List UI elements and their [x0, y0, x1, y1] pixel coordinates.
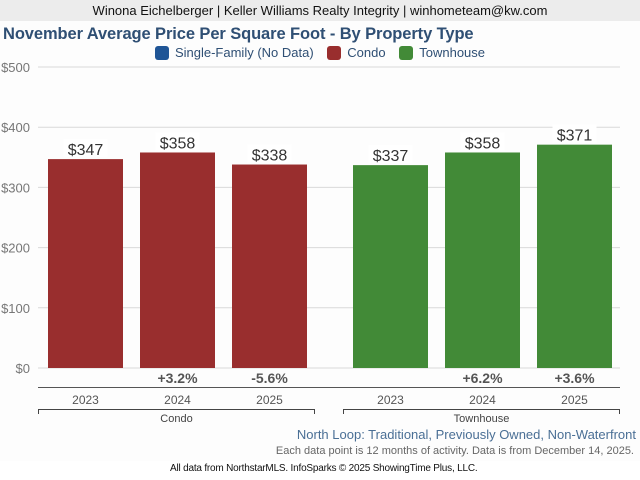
legend-swatch-condo — [327, 45, 342, 60]
area-filter-note: North Loop: Traditional, Previously Owne… — [296, 427, 636, 442]
change-label: +3.2% — [157, 370, 198, 386]
legend-swatch-townhouse — [399, 45, 414, 60]
data-label-bg — [368, 145, 413, 164]
data-label: $358 — [465, 135, 501, 152]
data-label: $358 — [160, 135, 196, 152]
x-tick-label: 2023 — [377, 393, 404, 407]
group-bracket — [38, 409, 315, 414]
data-label: $347 — [68, 142, 104, 159]
x-tick-label: 2024 — [164, 393, 191, 407]
legend-swatch-single-family — [154, 45, 169, 60]
data-label-bg — [247, 144, 292, 163]
y-tick-label: $400 — [1, 120, 30, 135]
data-period-note: Each data point is 12 months of activity… — [275, 445, 634, 457]
x-tick-label: 2025 — [256, 393, 283, 407]
change-label: -5.6% — [251, 370, 288, 386]
legend-label: Condo — [347, 45, 386, 60]
legend: Single-Family (No Data) Condo Townhouse — [0, 45, 640, 63]
y-tick-label: $200 — [1, 241, 30, 256]
legend-label: Townhouse — [419, 45, 486, 60]
y-tick-label: $300 — [1, 180, 30, 195]
change-label: +6.2% — [462, 370, 503, 386]
legend-item-single-family[interactable]: Single-Family (No Data) — [154, 45, 314, 60]
y-tick-label: $0 — [16, 361, 30, 376]
x-tick-label: 2023 — [72, 393, 99, 407]
legend-label: Single-Family (No Data) — [174, 45, 314, 60]
group-bracket — [343, 409, 620, 414]
contact-header: Winona Eichelberger | Keller Williams Re… — [0, 0, 640, 21]
data-label-bg — [155, 132, 200, 151]
data-label-bg — [63, 139, 108, 158]
data-label-bg — [460, 132, 505, 151]
data-label: $338 — [252, 148, 288, 165]
bar-condo-2024 — [140, 152, 215, 368]
change-label: +3.6% — [554, 370, 595, 386]
chart-title: November Average Price Per Square Foot -… — [3, 25, 474, 43]
legend-item-townhouse[interactable]: Townhouse — [399, 45, 485, 60]
data-label: $371 — [557, 128, 593, 145]
group-label: Condo — [160, 413, 192, 425]
data-label-bg — [552, 124, 597, 143]
x-tick-label: 2024 — [469, 393, 496, 407]
bar-townhouse-2023 — [353, 165, 428, 368]
x-tick-label: 2025 — [561, 393, 588, 407]
data-credit: All data from NorthstarMLS. InfoSparks ©… — [170, 463, 478, 474]
bar-condo-2025 — [232, 164, 307, 368]
data-label: $337 — [373, 148, 409, 165]
y-tick-label: $100 — [1, 301, 30, 316]
bar-townhouse-2025 — [537, 144, 612, 368]
group-label: Townhouse — [454, 413, 510, 425]
bar-townhouse-2024 — [445, 152, 520, 368]
legend-item-condo[interactable]: Condo — [327, 45, 386, 60]
bar-condo-2023 — [48, 159, 123, 368]
y-tick-label: $500 — [1, 60, 30, 75]
